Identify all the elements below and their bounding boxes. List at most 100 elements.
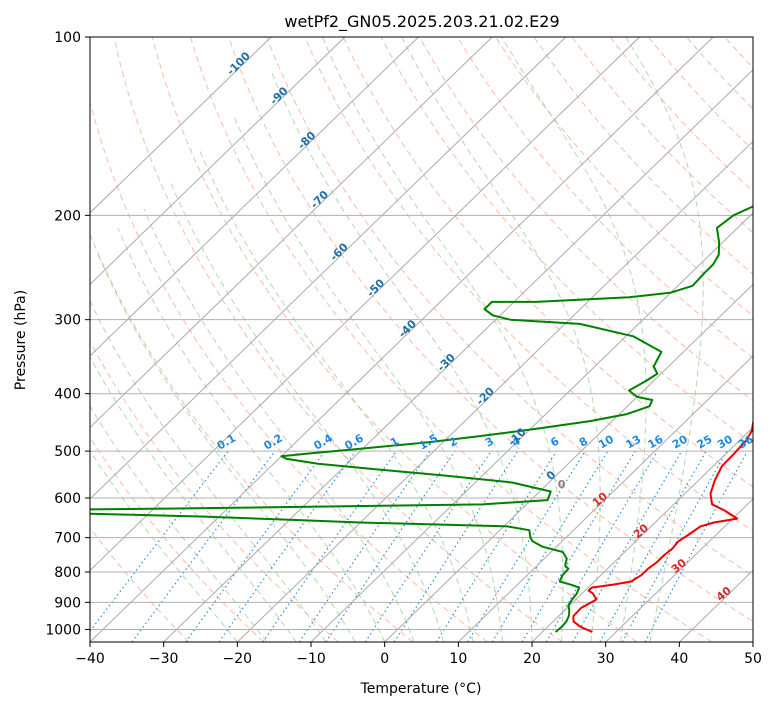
- mixing-ratio-label: 25: [695, 433, 715, 452]
- dry-adiabat-label: 40: [714, 584, 734, 604]
- isotherms: [90, 37, 753, 642]
- dry-adiabat-line: [724, 37, 753, 69]
- mixing-ratio-line: [435, 450, 558, 642]
- isotherm-line: [90, 37, 714, 642]
- isotherm-label: -40: [396, 317, 419, 340]
- y-tick-label: 1000: [45, 622, 81, 638]
- mixing-ratio-line: [325, 450, 456, 642]
- isotherm-line: [310, 212, 753, 642]
- x-tick-label: −20: [223, 651, 253, 667]
- isotherm-label: -50: [364, 276, 387, 299]
- dry-adiabat-line: [418, 37, 753, 402]
- isotherm-line: [90, 37, 272, 214]
- moist-adiabat-line: [90, 405, 268, 642]
- mixing-ratio-line: [262, 450, 397, 642]
- y-tick-label: 900: [54, 595, 81, 611]
- y-tick-label: 400: [54, 387, 81, 403]
- dry-adiabat-line: [90, 340, 339, 642]
- x-tick-label: −10: [296, 651, 326, 667]
- y-axis-label: Pressure (hPa): [13, 290, 29, 390]
- mixing-ratio-label: 8: [577, 435, 590, 450]
- moist-adiabat-line: [271, 72, 533, 642]
- mixing-ratio-line: [521, 450, 636, 642]
- dry-adiabat-line: [90, 100, 488, 642]
- isotherm-line: [752, 641, 753, 642]
- isotherm-label: -20: [474, 384, 497, 407]
- mixing-ratio-line: [545, 450, 658, 642]
- mixing-ratio-label: 10: [596, 432, 616, 451]
- isotherm-line: [163, 69, 753, 642]
- dry-adiabat-line: [342, 37, 753, 488]
- y-tick-label: 600: [54, 491, 81, 507]
- mixing-ratio-label: 3: [483, 435, 496, 450]
- moist-adiabat-line: [90, 299, 327, 642]
- isotherm-line: [236, 140, 753, 642]
- isotherm-line: [457, 355, 753, 642]
- isotherm-label: -10: [505, 425, 528, 448]
- sounding-profiles: [90, 205, 753, 633]
- mixing-ratio-line: [298, 450, 431, 642]
- mixing-ratio-line: [393, 450, 519, 642]
- mixing-ratio-line: [599, 450, 707, 642]
- moist-adiabat-line: [198, 149, 474, 642]
- y-tick-label: 200: [54, 208, 81, 224]
- mixing-ratio-line: [131, 450, 276, 642]
- dry-adiabat-line: [190, 37, 712, 642]
- dry-adiabat-line: [304, 37, 753, 532]
- moist-adiabat-line: [96, 251, 356, 642]
- mixing-ratio-line: [572, 450, 683, 642]
- x-tick-label: 0: [380, 651, 389, 667]
- moist-adiabat-line: [90, 450, 238, 642]
- dry-adiabat-label: 10: [590, 489, 610, 509]
- mixing-ratio-line: [467, 450, 586, 642]
- moist-adiabat-line: [321, 37, 564, 642]
- moist-adiabat-line: [625, 37, 704, 642]
- x-tick-label: 30: [597, 651, 615, 667]
- temperature-profile: [572, 420, 753, 633]
- moist-adiabats: [90, 37, 704, 642]
- moist-adiabat-line: [117, 227, 386, 642]
- dry-adiabat-line: [648, 37, 753, 151]
- y-tick-label: 800: [54, 565, 81, 581]
- isotherm-line: [90, 37, 567, 500]
- moist-adiabat-line: [143, 208, 415, 642]
- isotherm-line: [384, 283, 753, 642]
- mixing-ratio-line: [644, 450, 748, 642]
- moist-adiabat-line: [501, 37, 647, 642]
- dry-adiabat-line: [90, 526, 190, 642]
- mixing-ratio-label: 0.4: [312, 431, 336, 452]
- mixing-ratio-line: [364, 450, 492, 642]
- isotherm-label: -100: [224, 49, 253, 78]
- mixing-ratio-label: 16: [646, 432, 666, 451]
- moist-adiabat-label: 0: [558, 478, 566, 491]
- mixing-ratio-label: 1: [388, 435, 401, 450]
- dry-adiabat-line: [228, 37, 753, 622]
- moist-adiabat-line: [169, 180, 445, 642]
- isotherm-line: [90, 37, 419, 357]
- isotherm-line: [90, 37, 493, 429]
- x-axis-ticks: −40 −30 −20 −10 0 10 20 30 40 50: [75, 642, 762, 667]
- dry-adiabat-line: [609, 37, 753, 192]
- dry-adiabat-line: [113, 37, 563, 642]
- dewpoint-profile: [90, 205, 753, 633]
- y-tick-label: 100: [54, 30, 81, 46]
- mixing-ratio-label: 20: [670, 432, 690, 451]
- isotherm-line: [90, 37, 640, 572]
- x-tick-label: 40: [670, 651, 688, 667]
- moist-adiabat-line: [90, 355, 297, 642]
- y-axis-ticks: 1000 900 800 700 600 500 400 300 200 100: [45, 30, 90, 638]
- dry-adiabat-line: [571, 37, 753, 234]
- mixing-ratio-label: 0.2: [262, 432, 285, 453]
- mixing-ratio-label: 30: [715, 432, 735, 451]
- dry-adiabat-line: [90, 436, 264, 642]
- isotherm-line: [90, 37, 346, 286]
- chart-title: wetPf2_GN05.2025.203.21.02.E29: [284, 12, 559, 32]
- x-tick-label: 10: [449, 651, 467, 667]
- dry-adiabat-line: [90, 233, 414, 642]
- dry-adiabat-label: 30: [669, 556, 689, 576]
- x-tick-label: 20: [523, 651, 541, 667]
- y-tick-label: 300: [54, 313, 81, 329]
- isotherm-label: -90: [267, 84, 290, 107]
- dry-adiabat-line: [151, 37, 638, 642]
